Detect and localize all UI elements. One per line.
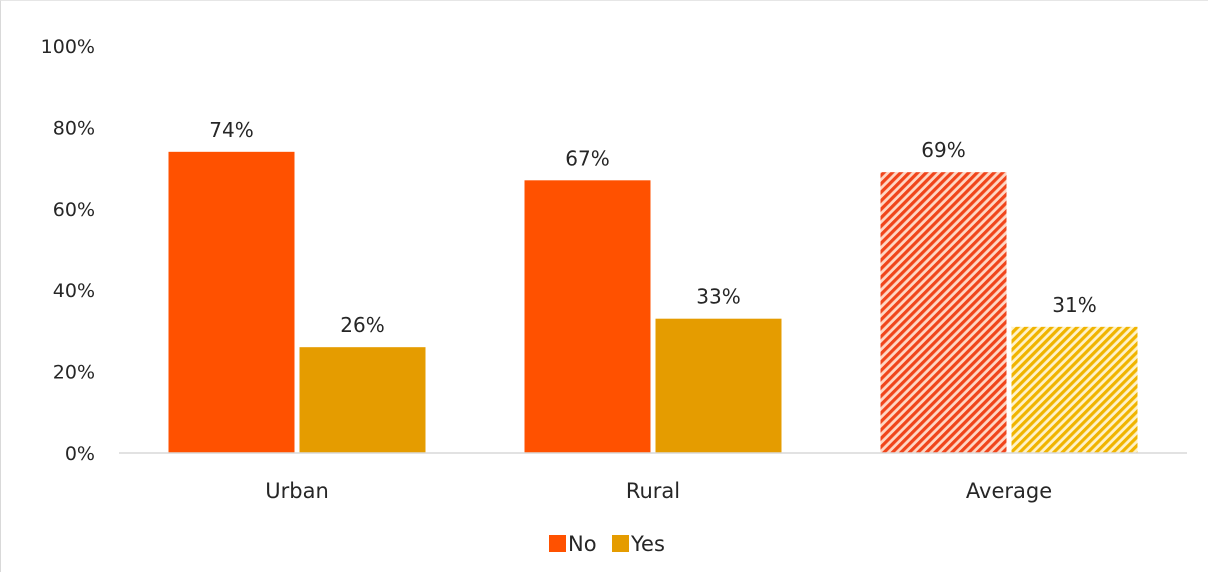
bar-yes-urban [299, 347, 426, 453]
bar-yes-rural [655, 318, 782, 453]
legend: No Yes [549, 532, 665, 556]
y-tick-label: 60% [53, 199, 95, 221]
y-tick-label: 40% [53, 280, 95, 302]
legend-swatch [612, 535, 629, 552]
legend-item-no: No [549, 532, 597, 556]
data-label: 33% [696, 285, 740, 309]
x-axis: Urban Rural Average [265, 479, 1052, 503]
data-label: 69% [921, 138, 965, 162]
legend-label: No [568, 532, 597, 556]
y-tick-label: 80% [53, 117, 95, 139]
y-axis: 0% 20% 40% 60% 80% 100% [41, 36, 95, 465]
legend-label: Yes [630, 532, 665, 556]
data-label: 67% [565, 146, 609, 170]
data-label: 26% [340, 313, 384, 337]
bar-no-rural [524, 180, 651, 453]
legend-item-yes: Yes [612, 532, 665, 556]
x-tick-label: Rural [626, 479, 680, 503]
bar-yes-average [1011, 326, 1138, 453]
data-labels-group: 74% 26% 67% 33% 69% 31% [209, 118, 1096, 337]
y-tick-label: 100% [41, 36, 95, 58]
bars-group [168, 151, 1138, 454]
bar-no-average [880, 172, 1007, 454]
legend-swatch [549, 535, 566, 552]
x-tick-label: Average [966, 479, 1052, 503]
y-tick-label: 0% [65, 443, 95, 465]
bar-no-urban [168, 151, 295, 453]
data-label: 74% [209, 118, 253, 142]
x-tick-label: Urban [265, 479, 329, 503]
data-label: 31% [1052, 293, 1096, 317]
y-tick-label: 20% [53, 362, 95, 384]
